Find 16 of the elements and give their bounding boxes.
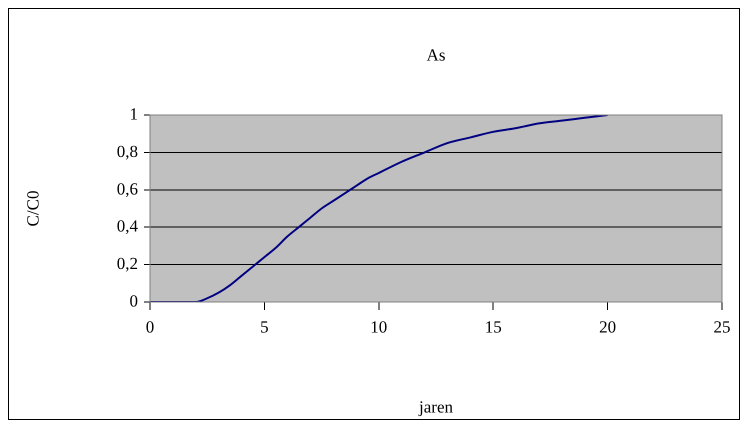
x-tick-label: 5 [260, 318, 269, 337]
x-tick-label: 20 [599, 318, 616, 337]
x-axis-title: jaren [418, 397, 454, 416]
y-tick-label: 0,2 [116, 254, 138, 274]
x-tick-label: 25 [714, 318, 730, 337]
y-tick-label: 0,6 [116, 179, 138, 198]
x-tick-label: 15 [484, 318, 502, 337]
y-axis-title: C/C0 [24, 190, 43, 226]
chart-title: As [426, 45, 446, 64]
x-tick-label: 10 [370, 318, 388, 337]
y-tick-label: 0,8 [116, 142, 138, 161]
line-series [150, 115, 609, 302]
x-tick-label: 0 [146, 318, 154, 337]
y-tick-label: 0 [130, 291, 138, 310]
y-tick-label: 0,4 [116, 216, 138, 236]
y-tick-label: 1 [130, 104, 138, 124]
